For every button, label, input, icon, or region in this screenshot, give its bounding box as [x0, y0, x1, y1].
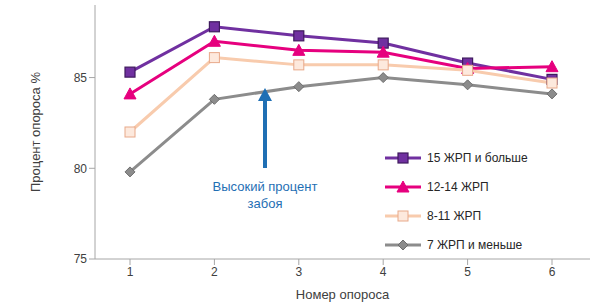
- svg-text:5: 5: [464, 265, 471, 279]
- svg-text:1: 1: [127, 265, 134, 279]
- svg-text:Номер опороса: Номер опороса: [296, 287, 390, 302]
- svg-text:Процент опороса %: Процент опороса %: [28, 72, 43, 192]
- svg-text:75: 75: [74, 252, 88, 266]
- svg-text:6: 6: [549, 265, 556, 279]
- html-text:8-11 ЖРП: 8-11 ЖРП: [427, 208, 482, 223]
- svg-text:80: 80: [74, 162, 88, 176]
- html-text:Высокий процент забоя: Высокий процент забоя: [212, 179, 318, 211]
- html-text:15 ЖРП и больше: 15 ЖРП и больше: [427, 150, 528, 165]
- svg-text:2: 2: [211, 265, 218, 279]
- svg-text:3: 3: [295, 265, 302, 279]
- svg-text:85: 85: [74, 71, 88, 85]
- html-text:12-14 ЖРП: 12-14 ЖРП: [427, 179, 489, 194]
- html-text:7 ЖРП и меньше: 7 ЖРП и меньше: [427, 237, 523, 252]
- svg-text:4: 4: [380, 265, 387, 279]
